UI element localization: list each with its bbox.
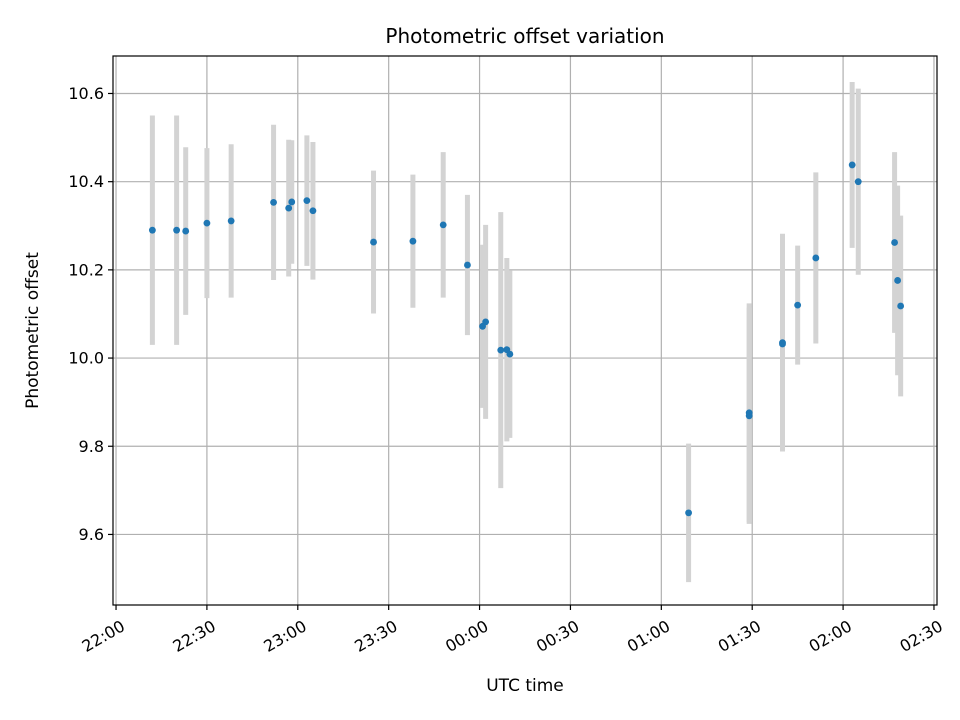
data-point — [270, 199, 277, 206]
data-point — [891, 239, 898, 246]
data-point — [894, 277, 902, 284]
data-point — [173, 226, 181, 234]
data-point — [148, 226, 156, 234]
data-point — [203, 219, 211, 227]
y-tick-label: 10.4 — [68, 172, 104, 191]
data-point — [848, 161, 856, 169]
x-axis-label: UTC time — [486, 676, 564, 696]
y-tick-label: 10.0 — [68, 349, 104, 368]
plot-frame — [112, 55, 938, 606]
data-point — [779, 340, 786, 348]
y-tick-label: 9.6 — [79, 525, 104, 544]
y-tick-label: 10.2 — [68, 260, 104, 279]
data-point — [812, 254, 820, 262]
data-point — [506, 350, 514, 358]
grid — [113, 56, 937, 605]
data-point — [182, 227, 190, 235]
data-point — [897, 302, 905, 310]
data-point — [303, 197, 311, 205]
data-point — [685, 509, 692, 517]
data-point — [409, 237, 417, 245]
chart-title: Photometric offset variation — [385, 24, 664, 48]
y-tick-label: 9.8 — [79, 437, 104, 456]
data-point — [439, 221, 447, 229]
data-point — [227, 217, 235, 225]
data-point — [285, 204, 293, 212]
data-points — [148, 161, 905, 517]
data-point — [794, 301, 802, 309]
y-tick-label: 10.6 — [68, 84, 104, 103]
data-point — [464, 261, 471, 269]
data-point — [854, 178, 862, 186]
y-axis-label: Photometric offset — [23, 252, 43, 409]
data-point — [288, 198, 296, 206]
data-point — [309, 207, 317, 215]
data-point — [745, 412, 753, 420]
data-point — [497, 346, 505, 354]
data-point — [370, 238, 377, 246]
data-point — [482, 318, 490, 326]
